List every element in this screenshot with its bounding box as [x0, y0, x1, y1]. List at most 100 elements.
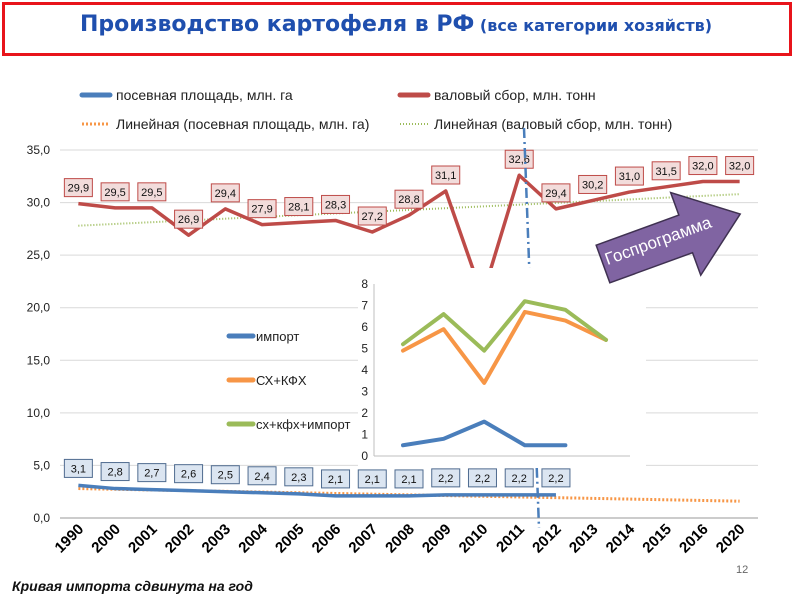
area-data-label: 2,3	[291, 472, 306, 484]
harvest-data-label-box	[174, 209, 204, 229]
area-data-label-box	[210, 465, 240, 485]
harvest-data-label: 29,4	[545, 188, 566, 200]
footnote: Кривая импорта сдвинута на год	[12, 578, 253, 594]
harvest-data-label: 28,1	[288, 202, 309, 214]
gosprogramma-arrow-shape	[595, 191, 742, 284]
x-tick-label: 2009	[419, 521, 455, 557]
inset-y-tick-label: 3	[361, 385, 368, 399]
y-tick-label: 30,0	[27, 196, 51, 210]
x-tick-label: 2014	[603, 520, 639, 556]
title-main: Производство картофеля в РФ	[80, 12, 475, 37]
x-tick-label: 2001	[125, 521, 161, 557]
harvest-data-label: 28,3	[325, 199, 346, 211]
harvest-data-label: 29,5	[104, 187, 125, 199]
harvest-data-label-box	[688, 156, 718, 176]
area-data-label: 2,2	[475, 473, 490, 485]
inset-y-tick-label: 7	[361, 299, 368, 313]
area-data-label-box	[394, 469, 424, 489]
inset-y-tick-label: 0	[361, 449, 368, 463]
harvest-data-label-box	[725, 156, 755, 176]
inset-y-tick-label: 1	[361, 428, 368, 442]
inset-y-tick-label: 5	[361, 342, 368, 356]
harvest-data-label-box	[541, 183, 571, 203]
area-data-label: 2,5	[218, 470, 233, 482]
inset-background	[358, 268, 646, 468]
y-tick-label: 15,0	[27, 353, 51, 367]
harvest-data-label-box	[321, 194, 351, 214]
y-tick-label: 10,0	[27, 406, 51, 420]
area-data-label: 2,2	[548, 473, 563, 485]
area-data-label: 2,4	[254, 471, 269, 483]
title-sub: (все категории хозяйств)	[479, 16, 713, 35]
harvest-data-label-box	[137, 182, 167, 202]
harvest-data-label-box	[614, 166, 644, 186]
harvest-data-label: 27,9	[251, 204, 272, 216]
harvest-data-label: 29,5	[141, 187, 162, 199]
x-tick-label: 2008	[382, 521, 418, 557]
area-data-label: 2,7	[144, 468, 159, 480]
harvest-data-label: 27,2	[362, 211, 383, 223]
area-data-label-box	[431, 468, 461, 488]
x-tick-label: 2007	[345, 521, 381, 557]
inset-y-tick-label: 8	[361, 277, 368, 291]
harvest-series-line	[78, 173, 740, 298]
area-data-label: 2,2	[512, 473, 527, 485]
x-tick-label: 2015	[639, 521, 675, 557]
x-tick-label: 2000	[88, 521, 124, 557]
area-data-label-box	[504, 468, 534, 488]
area-series-line	[78, 483, 556, 498]
area-data-label-box	[63, 458, 93, 478]
x-tick-label: 2002	[162, 521, 198, 557]
harvest-data-label: 31,0	[619, 171, 640, 183]
harvest-data-label: 31,5	[655, 166, 676, 178]
x-tick-label: 2012	[529, 521, 565, 557]
page-number: 12	[736, 564, 749, 576]
area-data-label: 2,1	[365, 474, 380, 486]
harvest-data-label-box	[284, 197, 314, 217]
area-data-label-box	[174, 464, 204, 484]
area-data-label: 2,1	[401, 474, 416, 486]
harvest-data-label: 31,1	[435, 170, 456, 182]
area-data-label-box	[137, 463, 167, 483]
x-tick-label: 2016	[676, 521, 712, 557]
area-data-label: 2,2	[438, 473, 453, 485]
area-data-label: 2,6	[181, 469, 196, 481]
y-tick-label: 5,0	[33, 458, 50, 472]
area-data-label-box	[321, 469, 351, 489]
inset-legend-total-label: сх+кфх+импорт	[256, 417, 350, 432]
harvest-data-label-box	[210, 183, 240, 203]
area-data-label-box	[467, 468, 497, 488]
y-tick-label: 35,0	[27, 143, 51, 157]
harvest-data-label: 29,4	[215, 188, 236, 200]
inset-legend-skkfh-label: СХ+КФХ	[256, 373, 307, 388]
page-title: Производство картофеля в РФ (все категор…	[80, 12, 712, 37]
harvest-data-label: 32,0	[692, 161, 713, 173]
inset-total-line	[401, 299, 608, 353]
x-tick-label: 2013	[566, 521, 602, 557]
inset-y-tick-label: 2	[361, 406, 368, 420]
y-tick-label: 20,0	[27, 301, 51, 315]
inset-y-tick-label: 4	[361, 363, 368, 377]
x-tick-label: 2020	[713, 521, 749, 557]
area-data-label-box	[357, 469, 387, 489]
harvest-data-label-box	[431, 165, 461, 185]
inset-skkfh-line	[401, 309, 608, 385]
y-tick-label: 0,0	[33, 511, 50, 525]
area-data-label: 3,1	[71, 463, 86, 475]
legend-harvest-trend-label: Линейная (валовый сбор, млн. тонн)	[434, 116, 672, 132]
area-data-label-box	[541, 468, 571, 488]
harvest-data-label-box	[651, 161, 681, 181]
title-box	[2, 2, 792, 56]
legend-area-trend-label: Линейная (посевная площадь, млн. га)	[116, 116, 369, 132]
x-tick-label: 1990	[52, 521, 88, 557]
harvest-data-label: 32,0	[729, 161, 750, 173]
inset-import-line	[401, 419, 568, 448]
area-data-label-box	[247, 466, 277, 486]
harvest-data-label: 29,9	[68, 183, 89, 195]
x-tick-label: 2003	[199, 521, 235, 557]
x-tick-label: 2005	[272, 521, 308, 557]
harvest-data-label-box	[578, 174, 608, 194]
x-tick-label: 2010	[456, 521, 492, 557]
harvest-data-label: 30,2	[582, 179, 603, 191]
